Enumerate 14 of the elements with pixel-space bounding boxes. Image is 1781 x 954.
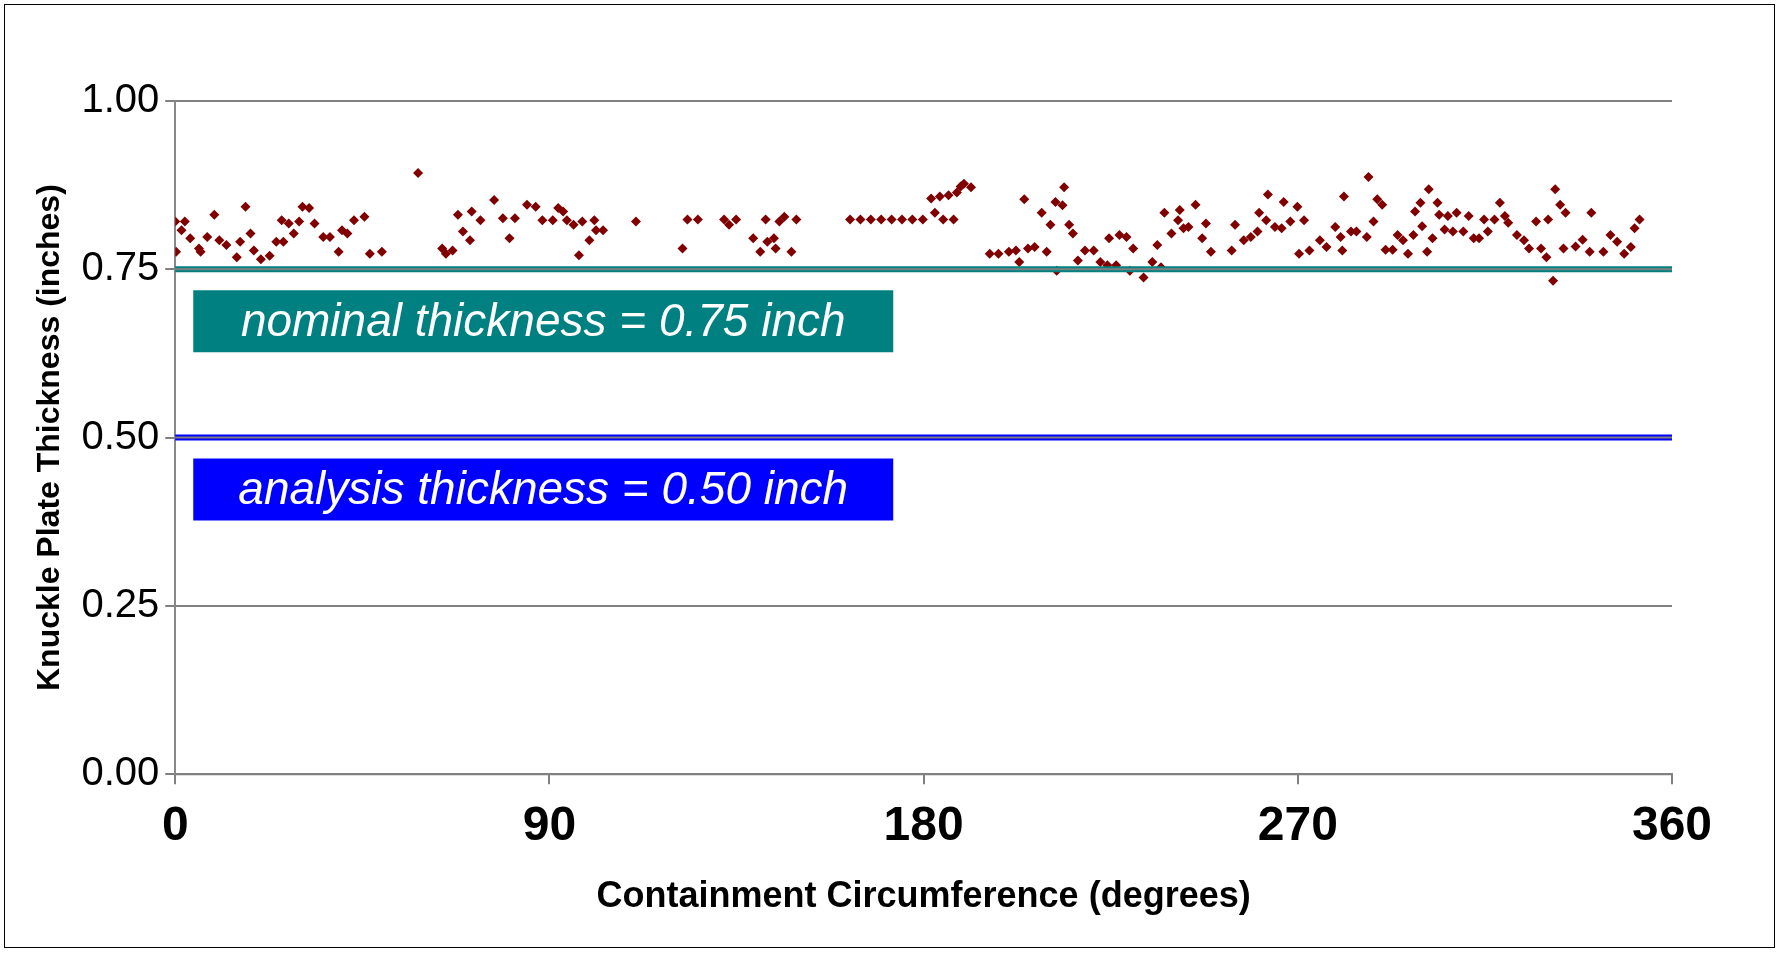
x-axis-title: Containment Circumference (degrees) [596,874,1251,916]
y-tick-label: 0.75 [81,244,160,289]
x-tick-label: 270 [1257,797,1338,851]
y-tick-label: 1.00 [81,76,160,121]
x-tick-label: 0 [161,797,189,851]
x-tick-label: 180 [883,797,964,851]
x-tick-label: 360 [1631,797,1713,851]
y-tick-label: 0.50 [81,412,160,457]
ref-line-label: analysis thickness = 0.50 inch [238,462,849,515]
y-tick-label: 0.00 [81,749,160,794]
ref-line-label: nominal thickness = 0.75 inch [240,294,846,347]
y-axis-title: Knuckle Plate Thickness (inches) [30,184,67,692]
y-tick-label: 0.25 [81,580,160,625]
x-tick-label: 90 [522,797,577,851]
